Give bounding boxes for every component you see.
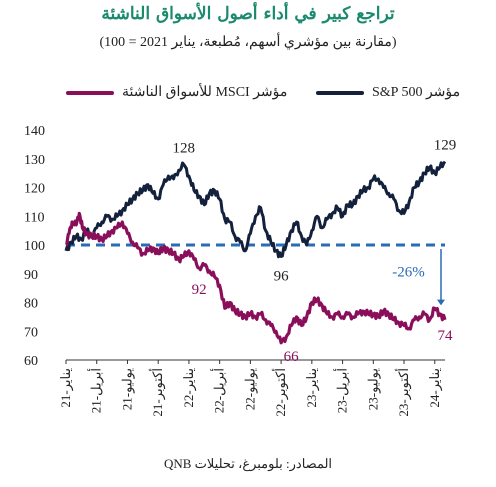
x-tick-label: أبريل-23	[334, 368, 351, 413]
chart-subtitle: (مقارنة بين مؤشري أسهم، مُطبعة، يناير 20…	[99, 35, 397, 50]
x-tick-label: يوليو-21	[119, 368, 135, 411]
source-note: المصادر: بلومبرغ، تحليلات QNB	[163, 456, 333, 471]
annotation-label: 92	[192, 282, 207, 298]
x-tick-label: أبريل-22	[211, 368, 228, 413]
x-tick-label: يناير-24	[427, 368, 443, 408]
x-tick-label: أكتوبر-21	[149, 368, 166, 417]
y-tick-label: 130	[24, 153, 45, 168]
y-tick-label: 70	[24, 325, 38, 340]
legend-swatch-msci	[66, 90, 114, 95]
annotation-label: 74	[438, 328, 454, 344]
y-tick-label: 90	[24, 268, 38, 283]
legend-item-sp500: مؤشر S&P 500	[316, 84, 460, 101]
x-tick-label: أكتوبر-23	[395, 368, 412, 417]
annotation-label: 96	[274, 269, 290, 285]
series-line-msci	[65, 211, 447, 345]
decline-arrow-head	[437, 299, 445, 306]
y-tick-label: 60	[24, 354, 38, 369]
x-tick-label: يناير-23	[304, 368, 320, 408]
series-layer	[64, 160, 447, 345]
y-tick-label: 100	[24, 239, 45, 254]
y-tick-label: 110	[24, 210, 44, 225]
legend-label-msci: مؤشر MSCI للأسواق الناشئة	[122, 85, 288, 100]
x-tick-label: أبريل-21	[88, 368, 105, 413]
x-tick-label: يوليو-23	[365, 368, 381, 411]
series-line-sp500	[64, 160, 447, 259]
annotation-layer: 128 96 129 92 66 74 -26%	[173, 138, 457, 365]
y-tick-label: 80	[24, 297, 38, 312]
annotation-label: 129	[434, 138, 457, 154]
axes: 60 70 80 90 100 110 120 130 140 يناير-21 أبريل-21 ي…	[24, 124, 445, 417]
x-tick-label: يناير-22	[181, 368, 197, 408]
legend-label-sp500: مؤشر S&P 500	[372, 85, 461, 100]
legend-item-msci: مؤشر MSCI للأسواق الناشئة	[66, 84, 287, 101]
y-tick-label: 140	[24, 124, 45, 139]
legend: مؤشر MSCI للأسواق الناشئة مؤشر S&P 500	[0, 84, 496, 104]
line-chart: 60 70 80 90 100 110 120 130 140 يناير-21 أبريل-21 ي…	[24, 124, 457, 417]
x-tick-label: يناير-21	[58, 368, 74, 408]
x-tick-label: أكتوبر-22	[272, 368, 289, 417]
chart-title: تراجع كبير في أداء أصول الأسواق الناشئة	[101, 4, 395, 24]
y-tick-label: 120	[24, 182, 45, 197]
annotation-label: 128	[173, 141, 196, 157]
legend-swatch-sp500	[316, 90, 364, 95]
x-tick-label: يوليو-22	[242, 368, 258, 411]
annotation-label: -26%	[392, 264, 425, 280]
annotation-label: 66	[284, 349, 300, 365]
